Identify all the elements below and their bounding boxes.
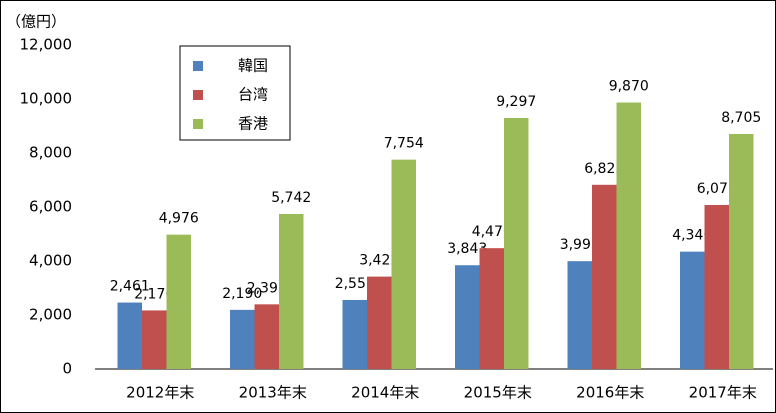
- value-label: 7,754: [384, 136, 424, 152]
- value-label: 3,422: [359, 253, 399, 269]
- legend-swatch: [193, 119, 203, 129]
- value-label: 4,976: [159, 211, 199, 227]
- bar: [254, 304, 279, 369]
- value-label: 5,742: [271, 190, 311, 206]
- value-label: 9,870: [609, 79, 649, 95]
- value-label: 4,346: [672, 228, 712, 244]
- bar: [230, 309, 255, 369]
- x-tick-label: 2017年末: [689, 384, 757, 402]
- x-tick-label: 2013年末: [239, 384, 307, 402]
- x-tick-label: 2014年末: [351, 384, 419, 402]
- value-label: 3,993: [560, 237, 600, 253]
- bar: [704, 204, 729, 369]
- value-label: 2,170: [134, 286, 174, 302]
- value-label: 2,557: [335, 276, 375, 292]
- legend-label: 香港: [238, 115, 268, 133]
- y-tick-label: 4,000: [29, 252, 72, 270]
- bar: [391, 159, 416, 369]
- value-label: 6,075: [697, 181, 737, 197]
- legend-label: 台湾: [238, 86, 268, 104]
- y-axis-label: （億円）: [6, 13, 66, 31]
- y-tick-label: 6,000: [29, 198, 72, 216]
- x-tick-label: 2016年末: [576, 384, 644, 402]
- value-label: 2,190: [222, 286, 262, 302]
- y-tick-label: 0: [62, 360, 72, 378]
- value-label: 9,297: [496, 94, 536, 110]
- value-label: 2,395: [247, 280, 287, 296]
- bar: [729, 133, 754, 369]
- bar: [166, 234, 191, 369]
- value-label: 6,822: [584, 161, 624, 177]
- bar: [117, 302, 142, 369]
- bar: [142, 310, 167, 369]
- bar: [367, 276, 392, 369]
- bar: [342, 299, 367, 369]
- legend-label: 韓国: [238, 57, 268, 75]
- bar: [455, 265, 480, 369]
- bar: [504, 117, 529, 369]
- x-tick-label: 2012年末: [126, 384, 194, 402]
- bar: [616, 102, 641, 369]
- y-tick-label: 2,000: [29, 306, 72, 324]
- bar: [479, 248, 504, 369]
- legend-swatch: [193, 61, 203, 71]
- value-label: 2,461: [110, 279, 150, 295]
- y-tick-label: 10,000: [20, 90, 73, 108]
- bar: [279, 213, 304, 369]
- bar: [680, 251, 705, 369]
- value-label: 3,843: [447, 241, 487, 257]
- bar: [592, 184, 617, 369]
- bar: [567, 261, 592, 369]
- y-tick-label: 12,000: [20, 36, 73, 54]
- legend-swatch: [193, 90, 203, 100]
- value-label: 8,705: [721, 110, 761, 126]
- x-tick-label: 2015年末: [464, 384, 532, 402]
- value-label: 4,476: [472, 224, 512, 240]
- y-tick-label: 8,000: [29, 144, 72, 162]
